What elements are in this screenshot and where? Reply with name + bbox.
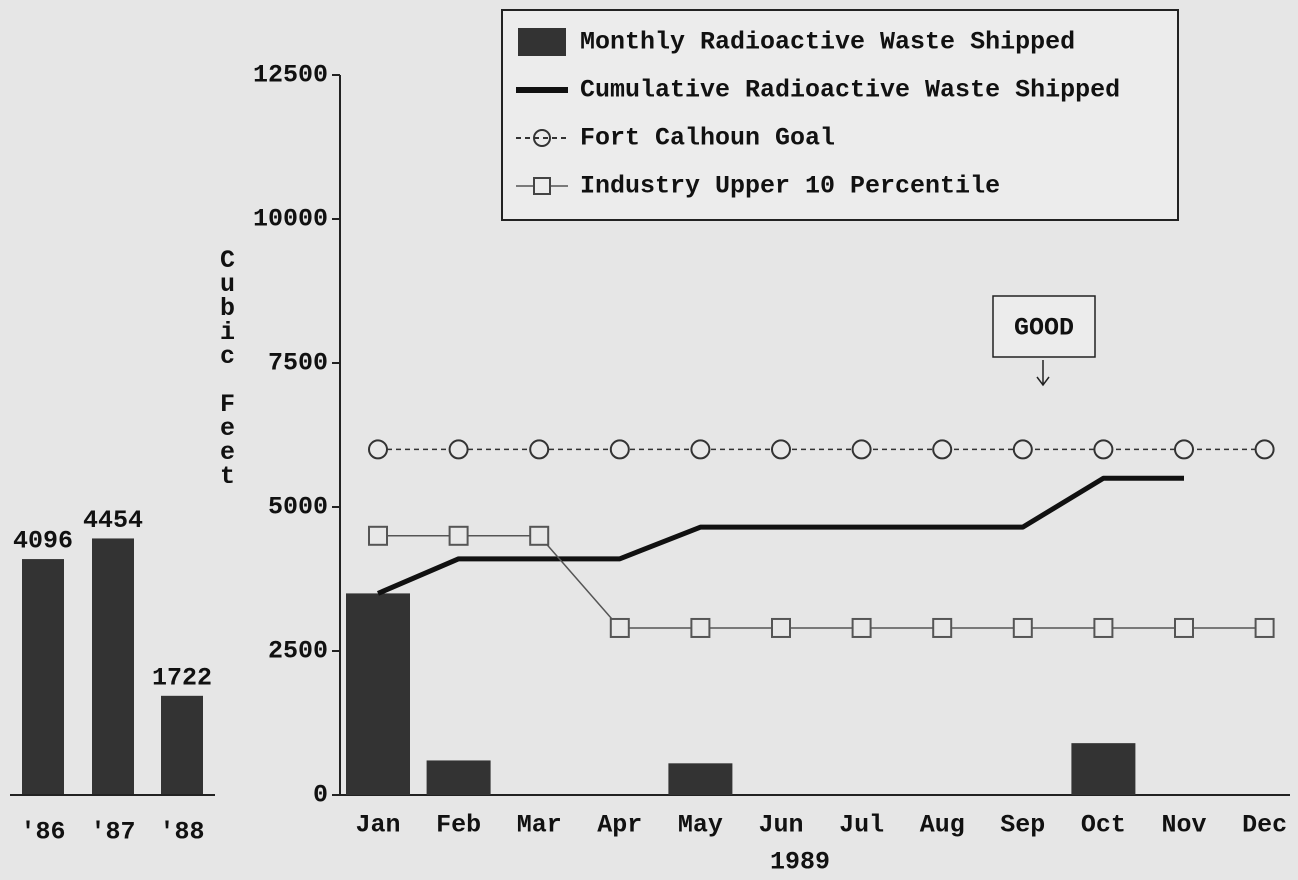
y-axis-label: Cubic Feet: [213, 246, 242, 486]
x-tick-label: Feb: [436, 811, 481, 840]
data-label: 4454: [83, 506, 143, 535]
x-tick-label: Oct: [1081, 811, 1126, 840]
marker: [1093, 439, 1114, 460]
marker: [932, 617, 953, 638]
bar: [22, 559, 64, 795]
marker: [851, 617, 872, 638]
bar: [426, 760, 491, 795]
annotation: GOOD: [1014, 314, 1074, 343]
marker: [851, 439, 872, 460]
x-tick-label: Aug: [920, 811, 965, 840]
legend-swatch: [533, 129, 551, 147]
x-tick-label: Dec: [1242, 811, 1287, 840]
legend-swatch: [518, 28, 566, 56]
line: [378, 535, 1265, 629]
marker: [448, 525, 469, 546]
marker: [1093, 617, 1114, 638]
x-axis-label: 1989: [770, 848, 830, 877]
marker: [529, 439, 550, 460]
y-tick-label: 2500: [268, 637, 328, 666]
marker: [609, 439, 630, 460]
legend-box: [501, 9, 1179, 221]
x-tick-label: '86: [20, 818, 65, 847]
x-tick-label: Jul: [839, 811, 884, 840]
marker: [771, 439, 791, 460]
y-tick-label: 7500: [268, 349, 328, 378]
marker: [368, 525, 388, 546]
marker: [1012, 439, 1033, 460]
annotation-box: [992, 295, 1096, 358]
marker: [1254, 439, 1275, 460]
y-tick-label: 12500: [253, 61, 328, 90]
marker: [1174, 439, 1194, 460]
marker: [609, 617, 630, 638]
data-label: 4096: [13, 527, 73, 556]
bar: [161, 695, 203, 795]
marker: [1254, 617, 1275, 638]
annotation-arrow: [1036, 360, 1050, 387]
x-tick-label: Sep: [1000, 811, 1045, 840]
legend-label: Industry Upper 10 Percentile: [580, 172, 1000, 201]
x-tick-label: '87: [90, 818, 135, 847]
y-tick-label: 10000: [253, 205, 328, 234]
marker: [932, 439, 953, 460]
x-tick-label: Mar: [517, 811, 562, 840]
data-label: 1722: [152, 663, 212, 692]
bar: [92, 538, 134, 795]
x-tick-label: Jan: [355, 811, 400, 840]
marker: [690, 617, 711, 638]
marker: [448, 439, 469, 460]
marker: [368, 439, 388, 460]
marker: [771, 617, 791, 638]
bar: [668, 763, 733, 795]
legend-swatch: [533, 177, 551, 195]
x-tick-label: May: [678, 811, 723, 840]
line: [377, 475, 1184, 596]
y-tick-label: 5000: [268, 493, 328, 522]
legend-label: Fort Calhoun Goal: [580, 124, 835, 153]
marker: [690, 439, 711, 460]
x-tick-label: Nov: [1161, 811, 1206, 840]
x-tick-label: Apr: [597, 811, 642, 840]
bar: [1071, 743, 1136, 795]
x-tick-label: '88: [159, 818, 204, 847]
marker: [1012, 617, 1033, 638]
marker: [529, 525, 550, 546]
marker: [1174, 617, 1194, 638]
y-tick-label: 0: [313, 781, 328, 810]
bar: [346, 593, 410, 795]
legend-label: Monthly Radioactive Waste Shipped: [580, 28, 1075, 57]
x-tick-label: Jun: [758, 811, 803, 840]
legend-label: Cumulative Radioactive Waste Shipped: [580, 76, 1120, 105]
